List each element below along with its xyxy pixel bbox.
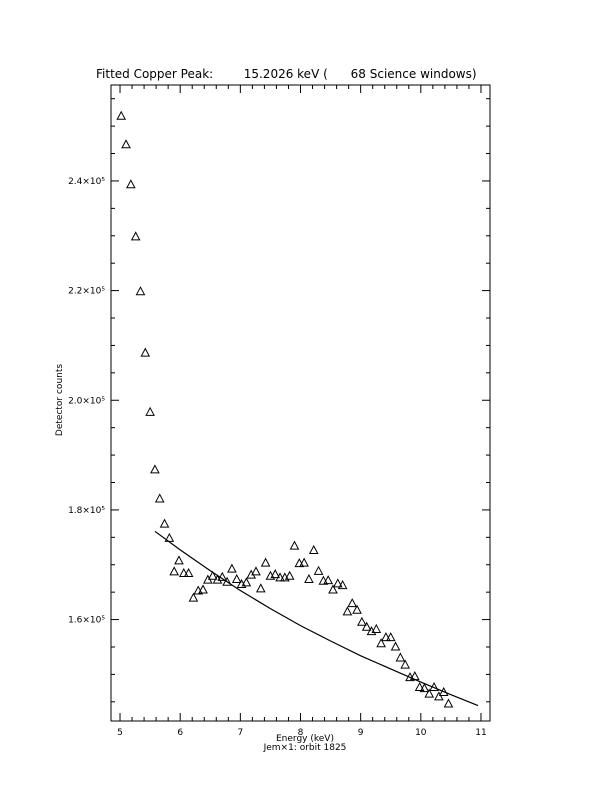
data-point (198, 584, 208, 594)
data-point (284, 570, 295, 580)
data-point (150, 464, 160, 474)
data-point (313, 565, 324, 575)
x-tick-label: 7 (237, 728, 243, 738)
data-point (385, 632, 396, 642)
data-point (231, 573, 242, 584)
data-point (361, 621, 372, 631)
x-axis-label: Energy (keV) (276, 734, 334, 744)
data-point (222, 576, 232, 586)
data-point (304, 573, 314, 584)
data-point (347, 598, 358, 608)
data-point (308, 544, 319, 554)
data-point (145, 406, 155, 416)
data-point (178, 567, 189, 578)
data-point (381, 632, 391, 642)
chart-subtitle: Jem×1: orbit 1825 (263, 743, 347, 753)
fit-line (154, 530, 479, 707)
data-point (395, 652, 406, 662)
data-point (116, 110, 127, 120)
data-point (188, 592, 199, 602)
fit-layer (154, 530, 479, 707)
data-point (328, 584, 338, 594)
y-tick-label: 2.4×10⁵ (68, 177, 105, 187)
x-tick-label: 5 (117, 728, 123, 738)
data-point (217, 571, 228, 581)
data-point (438, 686, 449, 696)
data-point (121, 139, 131, 149)
data-point (323, 575, 334, 585)
data-point (275, 572, 285, 582)
data-point (299, 557, 309, 567)
data-point (400, 659, 411, 669)
tick-labels: 5 6 7 8 9 10 11 1.6×10⁵ 1.8×10⁵ 2.0×10⁵ 2.2×10⁵ 2.4… (68, 177, 487, 738)
x-tick-label: 6 (177, 728, 183, 738)
y-tick-label: 1.6×10⁵ (68, 616, 105, 626)
data-point (207, 570, 218, 580)
data-point (352, 604, 362, 614)
data-point (212, 574, 223, 584)
data-point (126, 179, 136, 189)
data-point (169, 566, 180, 576)
data-point (414, 681, 425, 692)
data-point (376, 638, 386, 648)
data-point (332, 578, 343, 588)
data-point (174, 555, 184, 565)
data-point (424, 688, 435, 698)
data-point (251, 566, 261, 576)
data-point (159, 518, 170, 528)
data-point (371, 623, 382, 633)
data-markers (116, 110, 454, 708)
data-point (390, 641, 401, 651)
y-axis-label: Detector counts (55, 363, 65, 437)
x-tick-label: 9 (358, 728, 364, 738)
data-point (357, 616, 367, 626)
data-point (183, 567, 194, 578)
chart-title: Fitted Copper Peak: 15.2026 keV ( 68 Sci… (96, 67, 477, 81)
data-point (135, 286, 146, 296)
axis-ticks (111, 85, 490, 721)
data-point (154, 493, 165, 503)
data-point (342, 606, 353, 616)
data-point (337, 580, 348, 590)
data-point (255, 583, 266, 593)
y-tick-label: 1.8×10⁵ (68, 506, 105, 516)
data-point (289, 540, 300, 550)
x-tick-label: 8 (298, 728, 304, 738)
y-tick-label: 2.0×10⁵ (68, 396, 105, 406)
data-point (419, 683, 430, 693)
data-point (140, 347, 151, 357)
data-point (260, 557, 271, 567)
data-point (434, 691, 444, 701)
data-point (270, 569, 281, 579)
data-point (443, 698, 454, 708)
y-tick-label: 2.2×10⁵ (68, 287, 105, 297)
x-tick-label: 10 (415, 728, 427, 738)
data-point (130, 231, 141, 241)
data-point (227, 563, 237, 573)
x-tick-label: 11 (475, 728, 486, 738)
data-point (241, 577, 252, 587)
